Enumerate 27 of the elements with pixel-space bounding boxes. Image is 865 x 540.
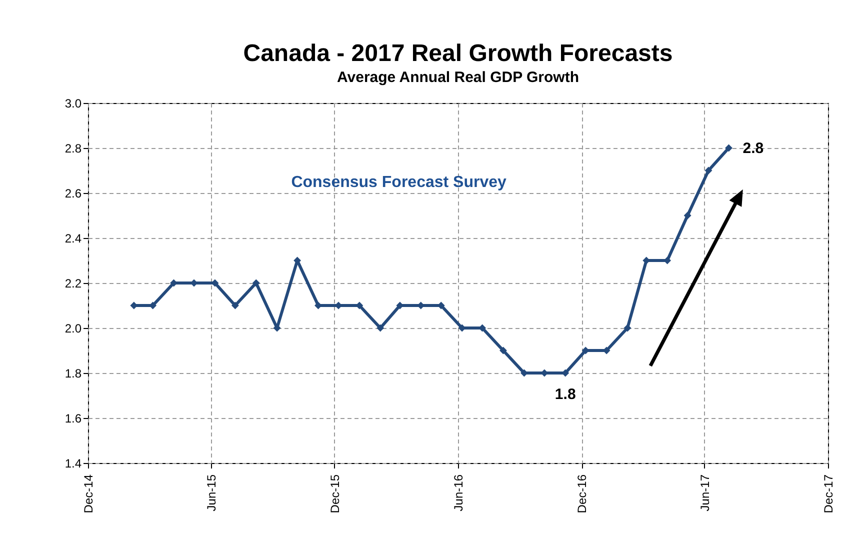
y-tick-label: 1.8 — [64, 366, 82, 380]
point — [684, 212, 692, 220]
y-tick-label: 2.0 — [64, 322, 82, 336]
y-tick-label: 3.0 — [64, 96, 82, 110]
point — [624, 324, 632, 332]
x-tick-label: Dec-17 — [822, 474, 836, 514]
y-tick-label: 2.6 — [64, 186, 82, 200]
point — [231, 302, 239, 310]
y-tick-label: 2.4 — [64, 232, 82, 246]
point — [704, 166, 712, 174]
chart-subtitle: Average Annual Real GDP Growth — [337, 69, 579, 86]
x-tick-label: Dec-14 — [82, 474, 96, 514]
chart-title: Canada - 2017 Real Growth Forecasts — [243, 40, 673, 67]
x-tick-label: Jun-15 — [204, 474, 218, 512]
y-tick-label: 1.6 — [64, 412, 82, 426]
annotation: 2.8 — [742, 140, 764, 157]
point — [252, 279, 260, 287]
y-tick-label: 1.4 — [64, 456, 82, 470]
x-tick-label: Jun-16 — [452, 474, 466, 512]
x-tick-label: Dec-16 — [575, 474, 590, 514]
annotation: Consensus Forecast Survey — [291, 174, 506, 192]
x-tick-label: Dec-15 — [328, 474, 342, 514]
point — [376, 324, 384, 332]
annotation: 1.8 — [554, 386, 576, 403]
x-tick-label: Jun-17 — [698, 474, 712, 512]
y-tick-label: 2.2 — [64, 276, 82, 290]
y-tick-label: 2.8 — [64, 142, 82, 156]
